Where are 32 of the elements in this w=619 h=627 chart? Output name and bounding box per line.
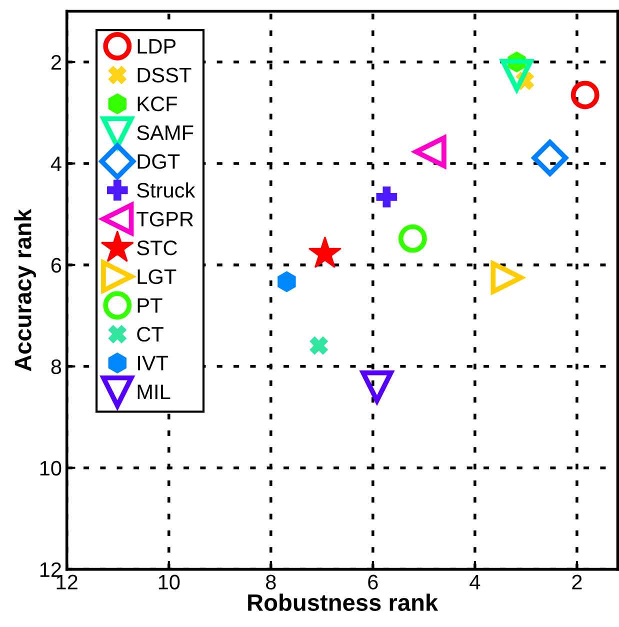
legend-label: TGPR — [136, 212, 194, 226]
legend-label: CT — [137, 326, 164, 342]
y-tick-label: 12 — [40, 562, 61, 577]
x-tick-label: 2 — [572, 574, 582, 590]
x-tick-label: 4 — [470, 574, 480, 590]
legend-label: IVT — [138, 356, 168, 370]
legend-label: MIL — [138, 384, 170, 400]
point — [278, 271, 296, 292]
legend-label: DSST — [138, 68, 192, 83]
legend-label: KCF — [138, 96, 177, 112]
x-tick-label: 10 — [158, 574, 180, 590]
point — [398, 224, 427, 253]
point — [570, 80, 600, 110]
point — [532, 140, 568, 176]
y-tick-label: 4 — [50, 156, 62, 172]
point — [310, 336, 328, 355]
legend-label: Struck — [137, 182, 196, 198]
legend-label: DGT — [138, 154, 180, 169]
legend-label: SAMF — [137, 125, 194, 140]
x-tick-label: 6 — [368, 574, 378, 590]
point — [376, 186, 398, 208]
y-tick-label: 8 — [51, 359, 62, 374]
y-tick-label: 2 — [51, 55, 61, 70]
legend-label: STC — [137, 240, 178, 256]
y-tick-label: 10 — [40, 460, 62, 476]
x-tick-label: 8 — [266, 574, 276, 590]
legend-label: PT — [138, 298, 162, 313]
y-axis-title: Accuracy rank — [14, 208, 36, 372]
x-axis-title: Robustness rank — [248, 594, 438, 611]
y-tick-label: 6 — [51, 258, 62, 273]
legend-label: LDP — [138, 39, 176, 54]
legend-label: LGT — [138, 269, 176, 284]
